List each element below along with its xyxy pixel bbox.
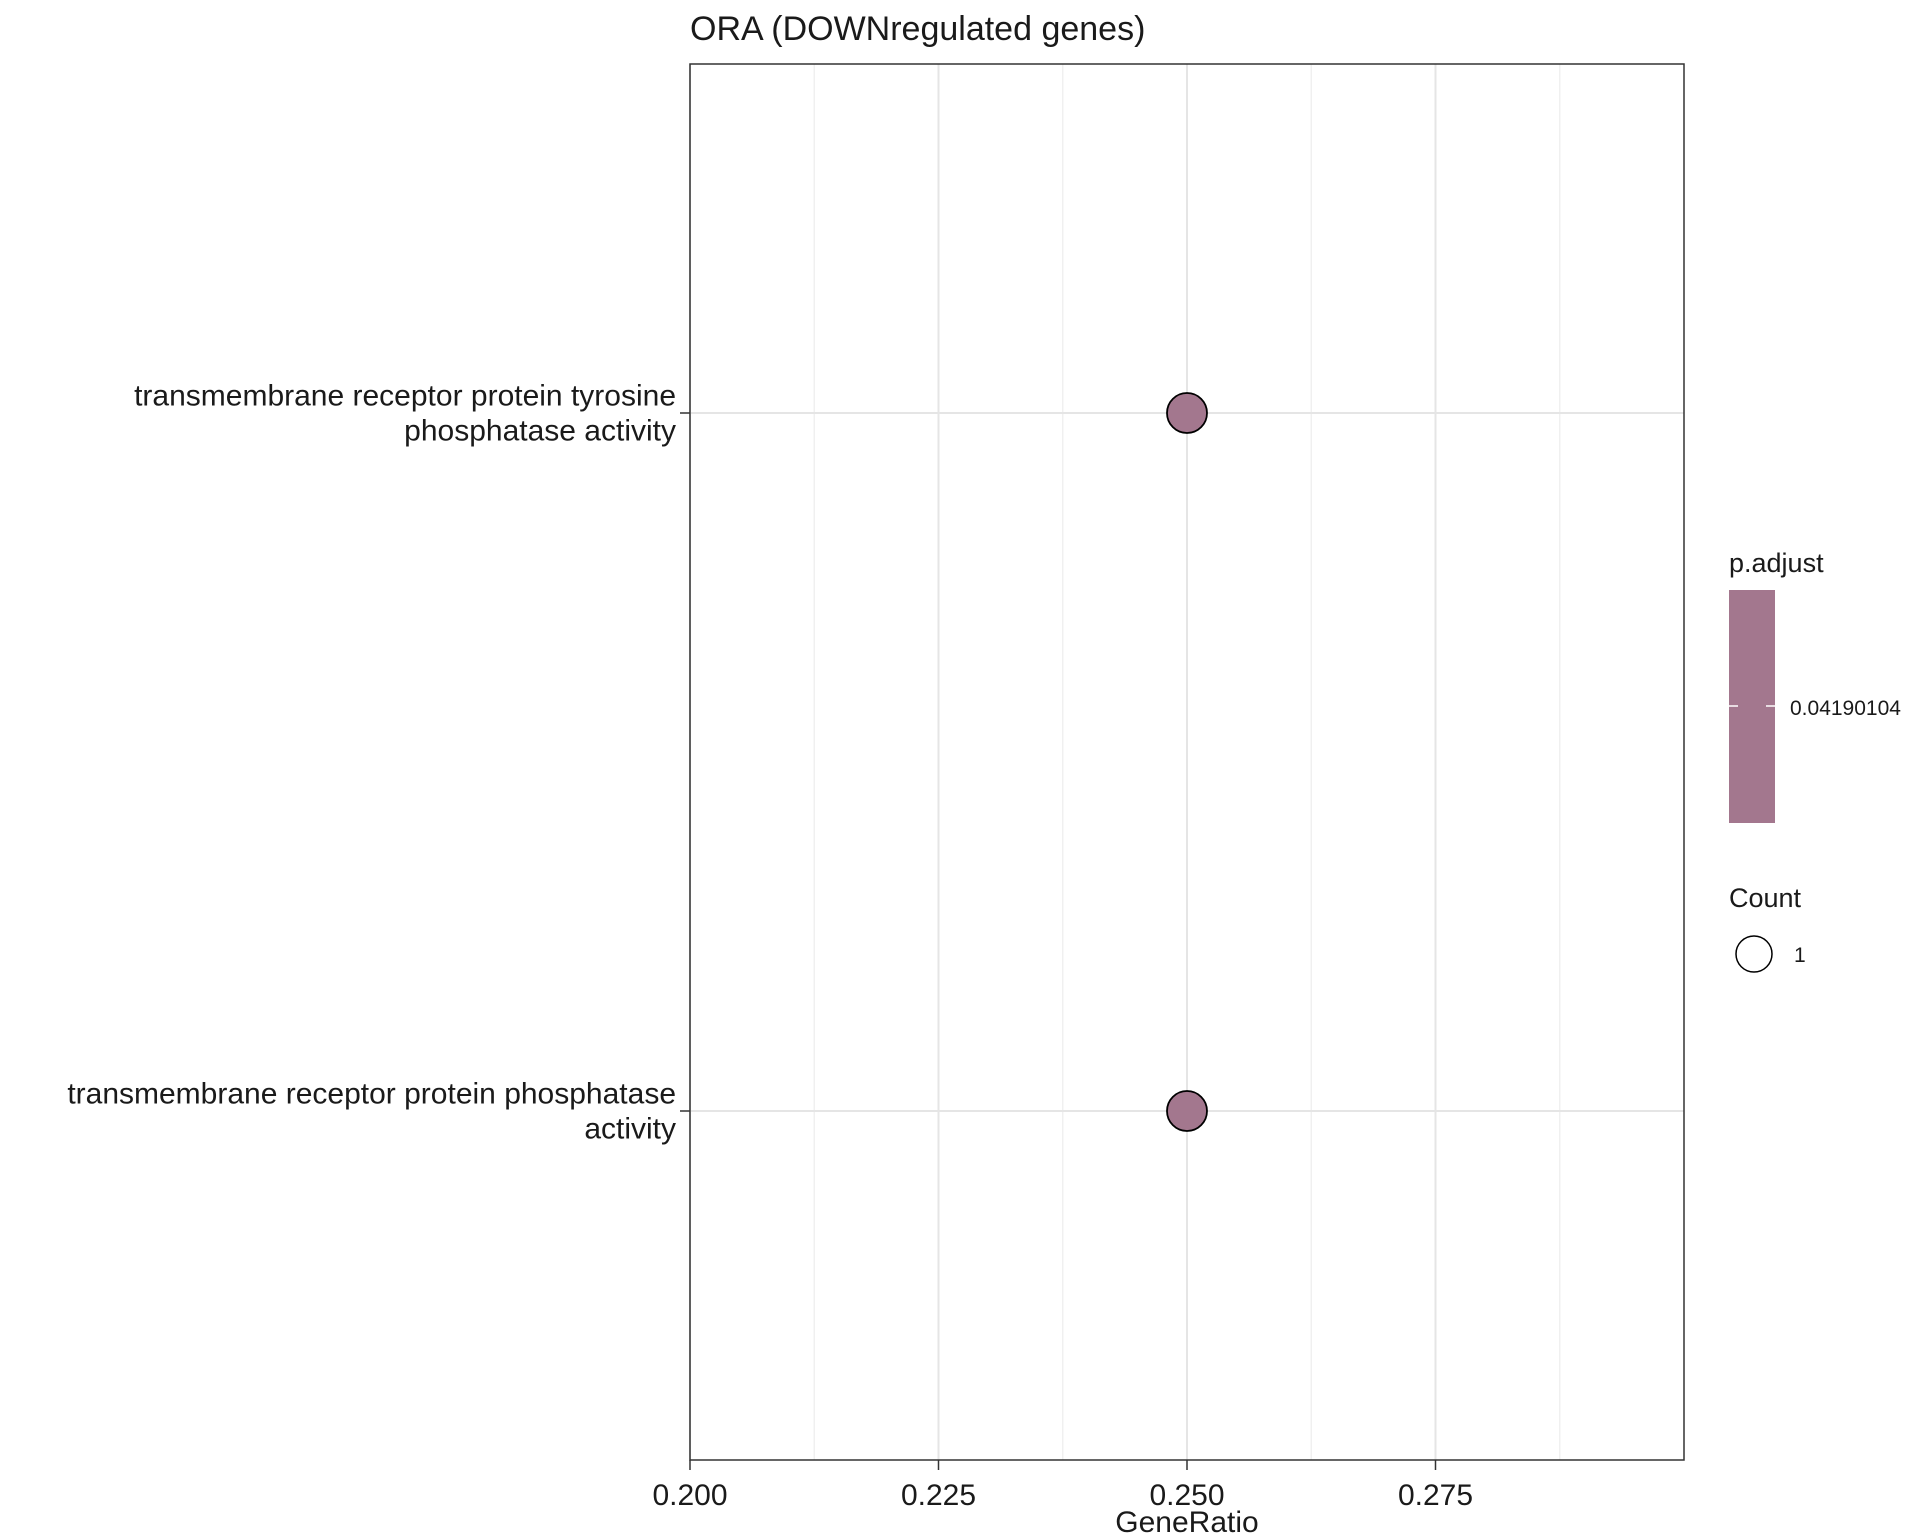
- y-tick-label-0: transmembrane receptor protein tyrosine p…: [134, 380, 676, 448]
- data-point-1: [1166, 1090, 1208, 1132]
- y-axis: transmembrane receptor protein tyrosine p…: [67, 380, 690, 1146]
- legend-size-circle: [1735, 935, 1773, 973]
- x-tick-label-3: 0.275: [1398, 1479, 1473, 1512]
- legend: p.adjust 0.04190104 Count 1: [1729, 548, 1901, 973]
- legend-colorbar-label: 0.04190104: [1790, 697, 1901, 720]
- y-tick-label-1-line-1: activity: [584, 1113, 676, 1146]
- x-tick-label-0: 0.200: [652, 1479, 727, 1512]
- y-tick-label-0-line-1: phosphatase activity: [404, 415, 676, 448]
- plot-panel: [689, 63, 1685, 1461]
- legend-color-title: p.adjust: [1729, 548, 1824, 578]
- chart-title: ORA (DOWNregulated genes): [690, 10, 1145, 48]
- y-tick-label-0-line-0: transmembrane receptor protein tyrosine: [134, 380, 676, 413]
- x-tick-label-1: 0.225: [901, 1479, 976, 1512]
- legend-size-label: 1: [1794, 944, 1806, 967]
- x-axis-label: GeneRatio: [1115, 1506, 1258, 1536]
- x-axis: 0.200 0.225 0.250 0.275: [652, 1460, 1473, 1512]
- y-tick-label-1-line-0: transmembrane receptor protein phosphata…: [67, 1078, 676, 1111]
- x-tick-label-2: 0.250: [1149, 1479, 1224, 1512]
- legend-size-title: Count: [1729, 883, 1802, 913]
- data-points: [1166, 392, 1208, 1132]
- data-point-0: [1166, 392, 1208, 434]
- y-tick-label-1: transmembrane receptor protein phosphata…: [67, 1078, 676, 1146]
